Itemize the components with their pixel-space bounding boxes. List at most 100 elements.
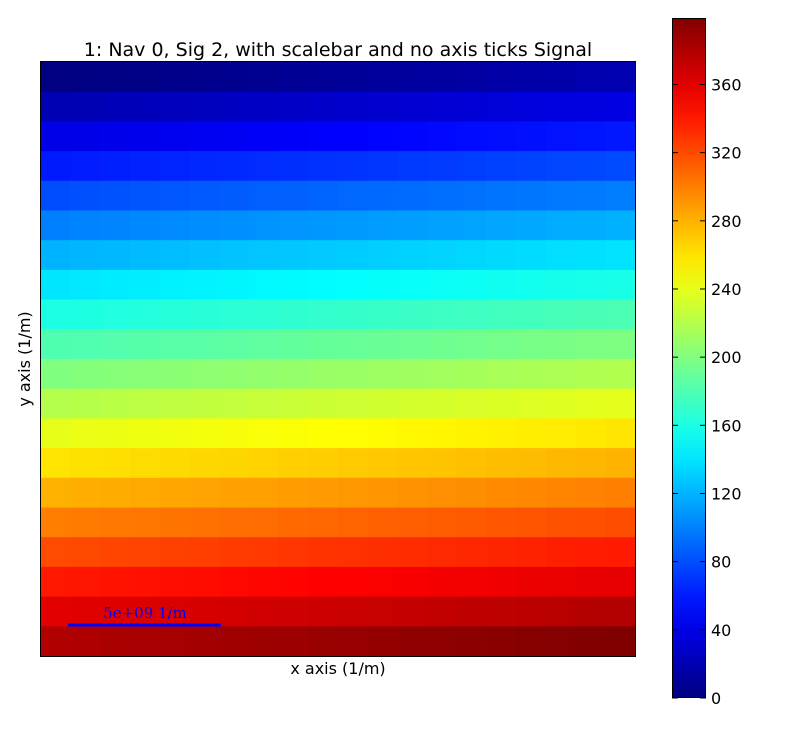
heatmap-cell: [397, 210, 428, 241]
heatmap-cell: [427, 210, 458, 241]
heatmap-cell: [248, 477, 280, 509]
heatmap-cell: [486, 121, 517, 152]
heatmap-cell: [427, 121, 458, 152]
colorbar-tick-label: 200: [711, 348, 742, 367]
heatmap-cell: [278, 62, 309, 93]
heatmap-cell: [575, 91, 606, 122]
heatmap-cell: [456, 299, 488, 330]
heatmap-cell: [308, 91, 339, 122]
heatmap-cell: [278, 448, 309, 479]
heatmap-cell: [278, 359, 309, 390]
heatmap-cell: [545, 91, 577, 122]
heatmap-cell: [605, 359, 636, 390]
heatmap-cell: [70, 507, 101, 538]
heatmap-cell: [516, 477, 547, 509]
heatmap-cell: [427, 448, 458, 479]
heatmap-cell: [456, 151, 488, 182]
heatmap-cell: [219, 151, 250, 182]
heatmap-cell: [248, 91, 280, 122]
heatmap-cell: [189, 626, 220, 657]
colorbar-tick-label: 160: [711, 416, 742, 435]
heatmap-cell: [338, 269, 369, 301]
heatmap-cell: [575, 180, 606, 212]
heatmap-cell: [575, 329, 606, 360]
heatmap-cell: [70, 240, 101, 271]
heatmap-cell: [100, 359, 131, 390]
heatmap-cell: [219, 448, 250, 479]
heatmap-cell: [189, 537, 220, 568]
heatmap-cell: [41, 151, 72, 182]
heatmap-cell: [130, 210, 161, 241]
heatmap-cell: [397, 626, 428, 657]
heatmap-cell: [397, 329, 428, 360]
heatmap-cell: [486, 151, 517, 182]
heatmap-cell: [367, 240, 398, 271]
heatmap-cell: [308, 537, 339, 568]
heatmap-cell: [70, 477, 101, 509]
heatmap-cell: [189, 596, 220, 627]
heatmap-cell: [367, 477, 398, 509]
heatmap-cells: [41, 62, 636, 657]
heatmap-cell: [456, 210, 488, 241]
heatmap-cell: [70, 596, 101, 627]
heatmap-cell: [189, 388, 220, 419]
heatmap-cell: [248, 359, 280, 390]
heatmap-cell: [308, 418, 339, 449]
heatmap-cell: [338, 566, 369, 598]
heatmap-cell: [367, 299, 398, 330]
heatmap-cell: [219, 121, 250, 152]
heatmap-cell: [130, 359, 161, 390]
heatmap-cell: [100, 566, 131, 598]
heatmap-cell: [219, 62, 250, 93]
heatmap-cell: [159, 151, 191, 182]
heatmap-cell: [219, 507, 250, 538]
heatmap-cell: [516, 299, 547, 330]
heatmap-cell: [248, 180, 280, 212]
heatmap-cell: [456, 91, 488, 122]
heatmap-cell: [70, 62, 101, 93]
heatmap-cell: [338, 299, 369, 330]
heatmap-cell: [70, 210, 101, 241]
heatmap-cell: [575, 418, 606, 449]
heatmap-cell: [278, 537, 309, 568]
heatmap-cell: [130, 240, 161, 271]
heatmap-cell: [367, 388, 398, 419]
heatmap-cell: [100, 151, 131, 182]
heatmap-cell: [41, 329, 72, 360]
heatmap-cell: [427, 626, 458, 657]
heatmap-cell: [427, 596, 458, 627]
heatmap-cell: [397, 269, 428, 301]
heatmap-cell: [338, 62, 369, 93]
colorbar-tick-label: 280: [711, 212, 742, 231]
heatmap-cell: [248, 418, 280, 449]
heatmap-cell: [605, 418, 636, 449]
heatmap-cell: [41, 566, 72, 598]
heatmap-cell: [486, 388, 517, 419]
heatmap-cell: [248, 269, 280, 301]
heatmap-cell: [159, 359, 191, 390]
heatmap-cell: [41, 388, 72, 419]
heatmap-cell: [219, 269, 250, 301]
heatmap-cell: [278, 566, 309, 598]
heatmap-cell: [219, 566, 250, 598]
heatmap-cell: [159, 418, 191, 449]
heatmap-cell: [41, 180, 72, 212]
colorbar-frame: [672, 18, 706, 698]
heatmap-cell: [427, 269, 458, 301]
heatmap-cell: [338, 180, 369, 212]
heatmap-cell: [367, 448, 398, 479]
heatmap-cell: [100, 299, 131, 330]
heatmap-cell: [130, 626, 161, 657]
heatmap-cell: [605, 151, 636, 182]
heatmap-cell: [219, 626, 250, 657]
heatmap-cell: [189, 566, 220, 598]
heatmap-cell: [159, 537, 191, 568]
scalebar: 5e+09 1/m: [68, 604, 221, 627]
heatmap-cell: [159, 121, 191, 152]
heatmap-cell: [338, 477, 369, 509]
heatmap-cell: [456, 269, 488, 301]
heatmap-cell: [516, 626, 547, 657]
heatmap-cell: [486, 299, 517, 330]
heatmap-cell: [130, 329, 161, 360]
heatmap-cell: [219, 537, 250, 568]
